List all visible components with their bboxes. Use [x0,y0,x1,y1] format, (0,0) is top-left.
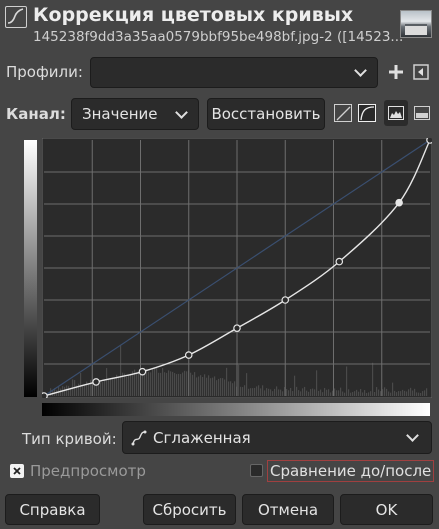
chevron-down-icon [406,429,419,442]
curve-point[interactable] [92,378,100,386]
help-button[interactable]: Справка [5,494,100,525]
dialog-title: Коррекция цветовых кривых [33,4,354,26]
linear-histogram-icon[interactable] [334,104,352,122]
curve-point[interactable] [281,296,290,304]
curve-point[interactable] [426,138,432,144]
curve-graph[interactable] [42,138,432,398]
ok-button[interactable]: OK [340,494,433,525]
curve-point[interactable] [395,198,403,207]
reset-button[interactable]: Сбросить [143,494,236,525]
image-subtitle: 145238f9dd3a35aa0579bbf95be498bf.jpg-2 (… [33,29,404,45]
profiles-label: Профили: [6,63,83,81]
curve-point[interactable] [42,392,48,398]
channel-select[interactable]: Значение [71,98,199,130]
add-preset-icon[interactable] [386,62,406,82]
curve-point[interactable] [138,367,147,376]
curve-type-value: Сглаженная [153,428,251,447]
preview-checkbox[interactable] [10,464,24,478]
histogram-view-alt-icon[interactable] [412,102,432,124]
checkmark-icon [13,467,21,475]
reset-channel-button[interactable]: Восстановить [207,98,325,130]
image-thumbnail [400,10,432,38]
input-gradient-bar [42,403,430,416]
curve-point[interactable] [233,324,241,332]
curve-point[interactable] [335,257,344,266]
compare-label: Сравнение до/после [267,460,435,482]
chevron-down-icon [354,64,367,77]
output-gradient-bar [24,140,37,397]
channel-label: Канал: [6,105,66,123]
chevron-down-icon [175,106,188,119]
profiles-select[interactable] [90,57,378,88]
curve-type-label: Тип кривой: [22,430,117,448]
compare-checkbox[interactable] [250,464,263,477]
curve-point[interactable] [184,351,193,359]
dialog-header: Коррекция цветовых кривых 145238f9dd3a35… [0,0,439,52]
preset-menu-icon[interactable] [411,62,431,82]
curves-icon [5,6,27,28]
smooth-curve-icon [131,430,147,446]
curve-type-select[interactable]: Сглаженная [122,421,432,454]
preview-label: Предпросмотр [30,462,146,480]
histogram-view-icon[interactable] [384,100,408,126]
log-histogram-icon[interactable] [358,104,376,122]
channel-select-value: Значение [82,105,158,123]
cancel-button[interactable]: Отмена [242,494,334,525]
